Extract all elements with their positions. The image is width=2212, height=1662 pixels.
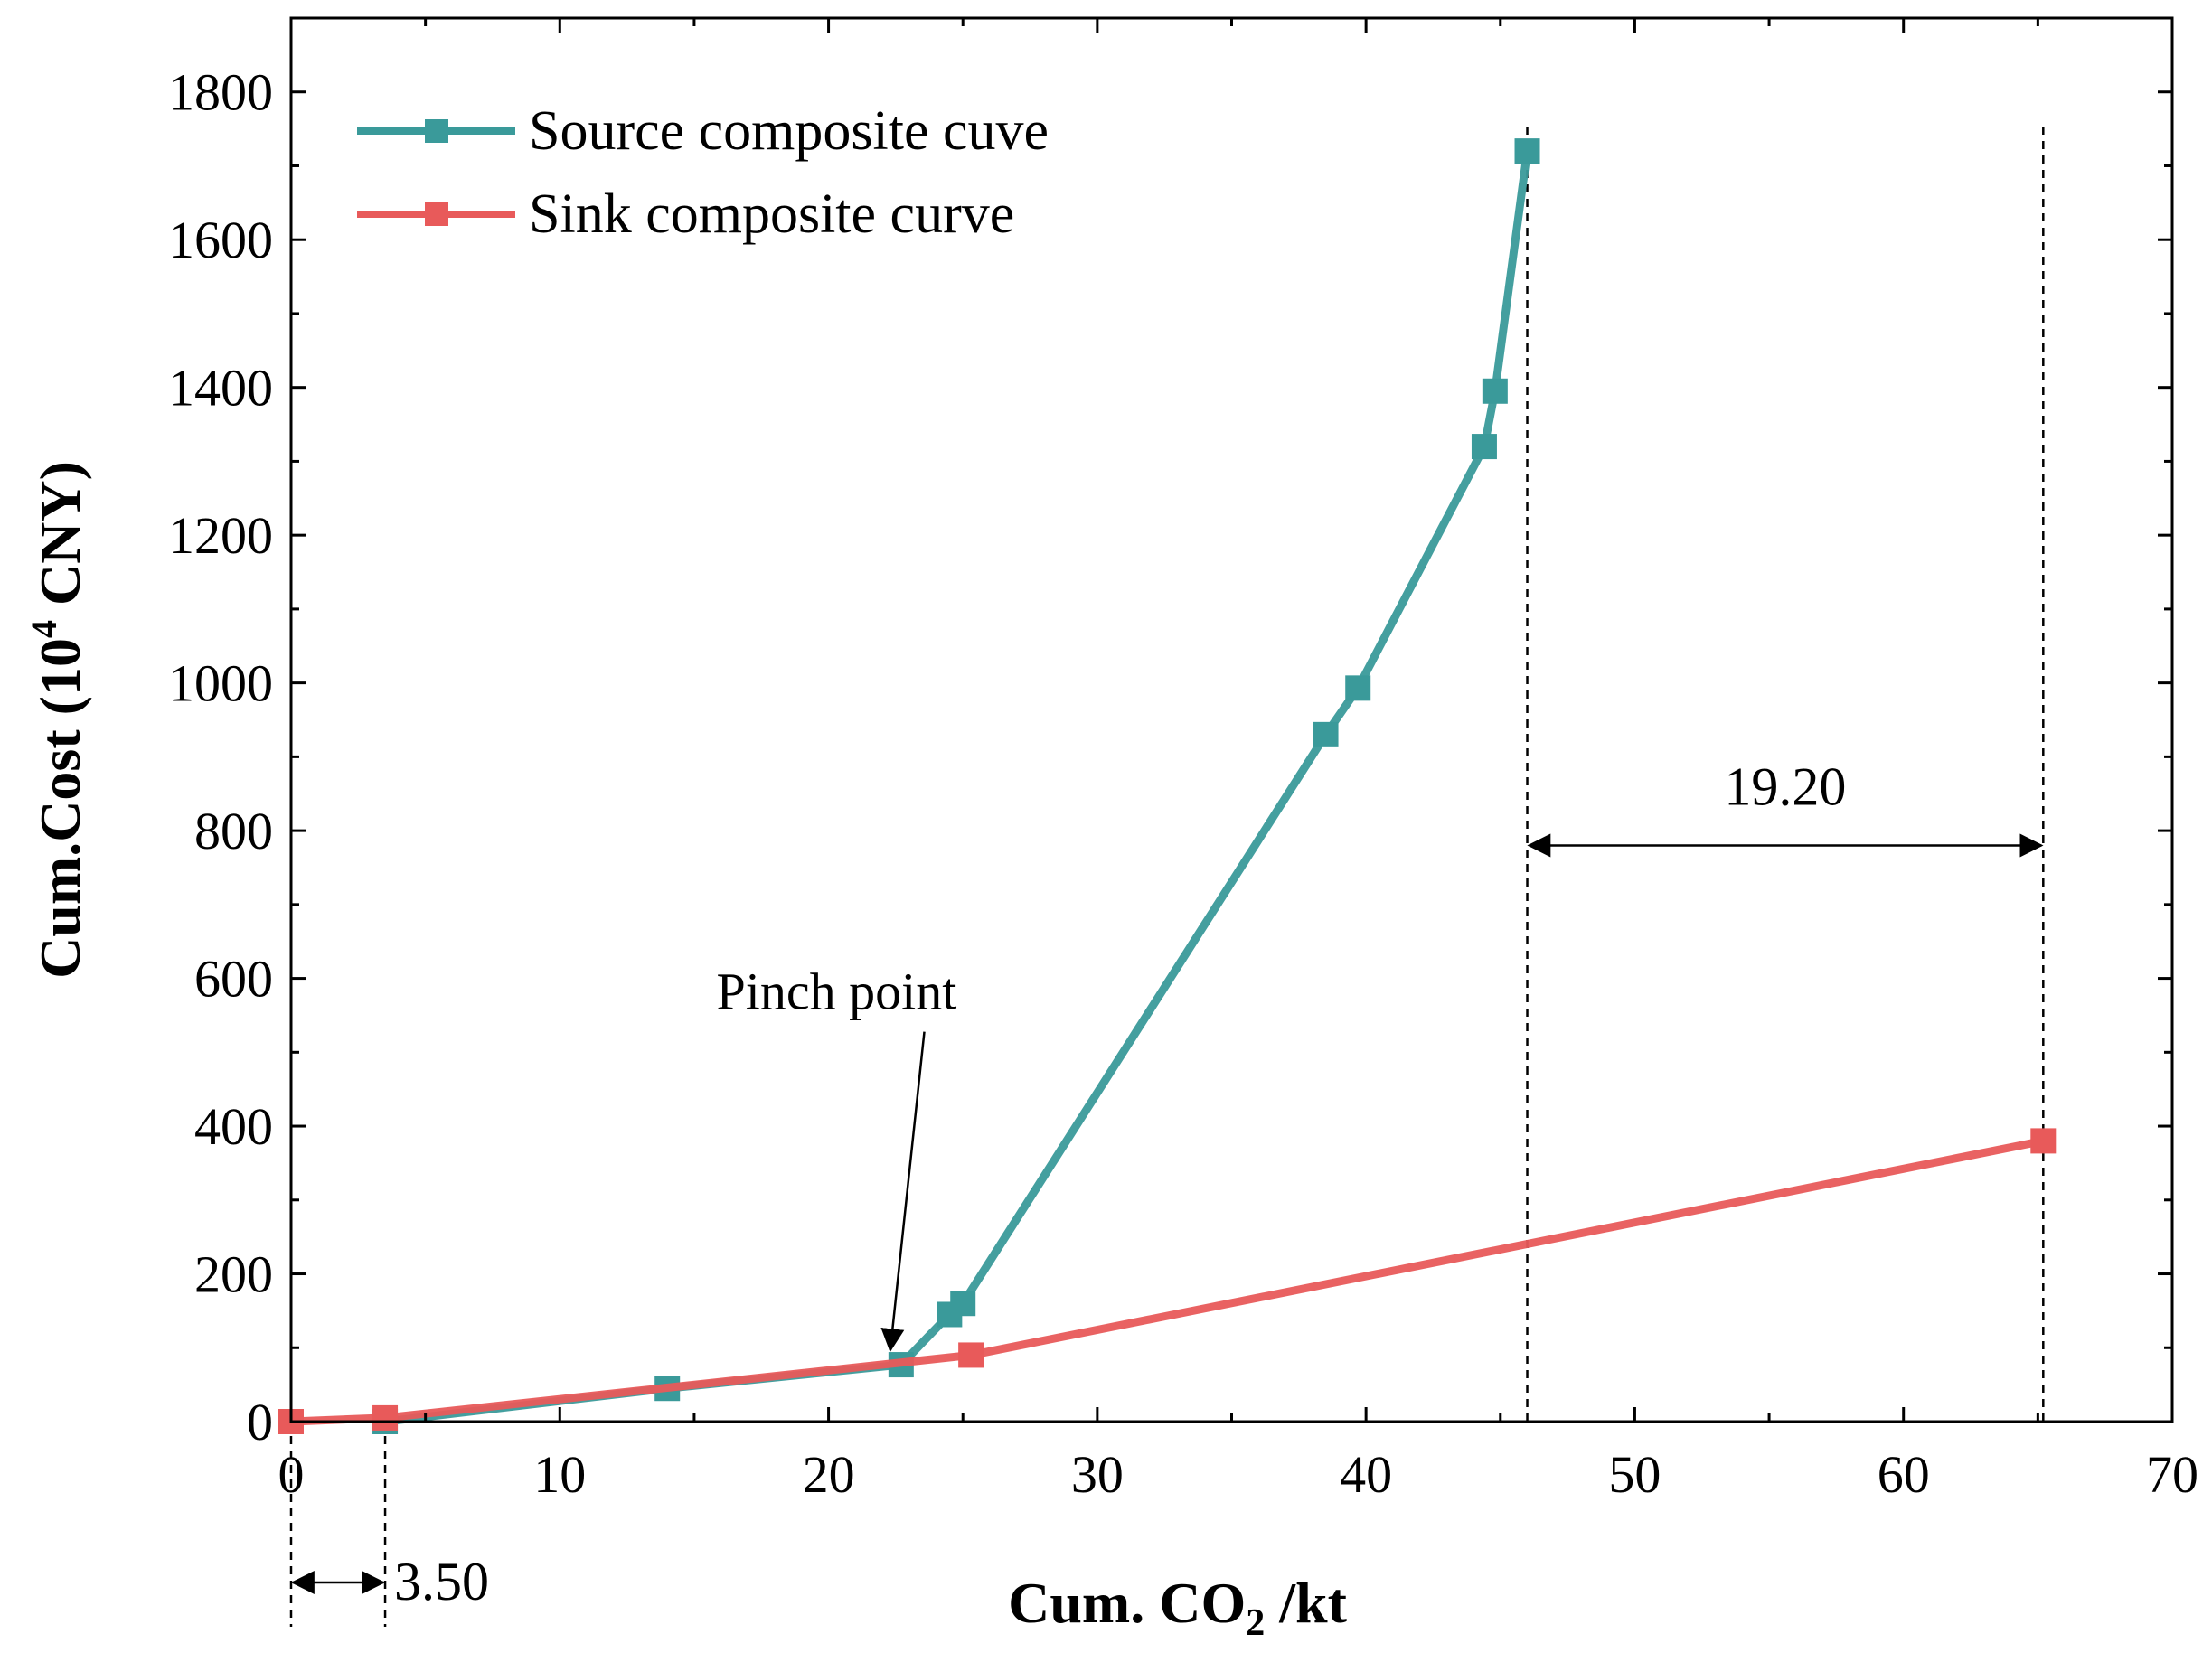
legend-marker-0: [425, 119, 448, 143]
x-tick-label: 10: [533, 1445, 586, 1504]
gap-left-label: 3.50: [394, 1552, 489, 1611]
y-tick-label: 0: [247, 1393, 273, 1451]
y-tick-label: 1600: [168, 211, 273, 269]
y-tick-label: 1200: [168, 506, 273, 565]
series-0-point[interactable]: [1482, 378, 1508, 404]
legend-label-1: Sink composite curve: [529, 183, 1014, 245]
series-0-point[interactable]: [1313, 721, 1339, 747]
x-tick-label: 40: [1340, 1445, 1392, 1504]
y-axis-title: Cum.Cost (104 CNY): [24, 461, 92, 979]
x-axis-title: Cum. CO2 /kt: [1008, 1571, 1348, 1644]
series-1-point[interactable]: [372, 1404, 399, 1431]
series-0-point[interactable]: [950, 1291, 976, 1317]
series-line-0: [381, 146, 1532, 1426]
series-1-point[interactable]: [2030, 1128, 2057, 1154]
y-tick-label: 200: [194, 1245, 273, 1304]
legend-marker-1: [425, 202, 448, 226]
x-tick-label: 60: [1878, 1445, 1930, 1504]
y-tick-label: 1000: [168, 654, 273, 713]
series-0-point[interactable]: [1514, 138, 1540, 164]
x-tick-label: 70: [2146, 1445, 2198, 1504]
series-0-point[interactable]: [1345, 675, 1371, 701]
gap-right-label: 19.20: [1724, 756, 1846, 816]
x-tick-label: 0: [278, 1445, 305, 1504]
series-1-point[interactable]: [958, 1342, 984, 1368]
pinch-point-arrow: [880, 1031, 926, 1353]
pinch-point-label: Pinch point: [717, 962, 957, 1021]
y-tick-label: 1800: [168, 63, 273, 122]
series-line-1: [287, 1136, 2047, 1426]
y-tick-label: 1400: [168, 359, 273, 418]
series-0-point[interactable]: [1471, 434, 1497, 460]
x-tick-label: 20: [803, 1445, 855, 1504]
x-tick-label: 30: [1071, 1445, 1124, 1504]
x-tick-label: 50: [1608, 1445, 1661, 1504]
legend-label-0: Source composite cuve: [529, 100, 1049, 162]
y-tick-label: 800: [194, 802, 273, 860]
y-tick-label: 400: [194, 1097, 273, 1156]
y-tick-label: 600: [194, 950, 273, 1009]
